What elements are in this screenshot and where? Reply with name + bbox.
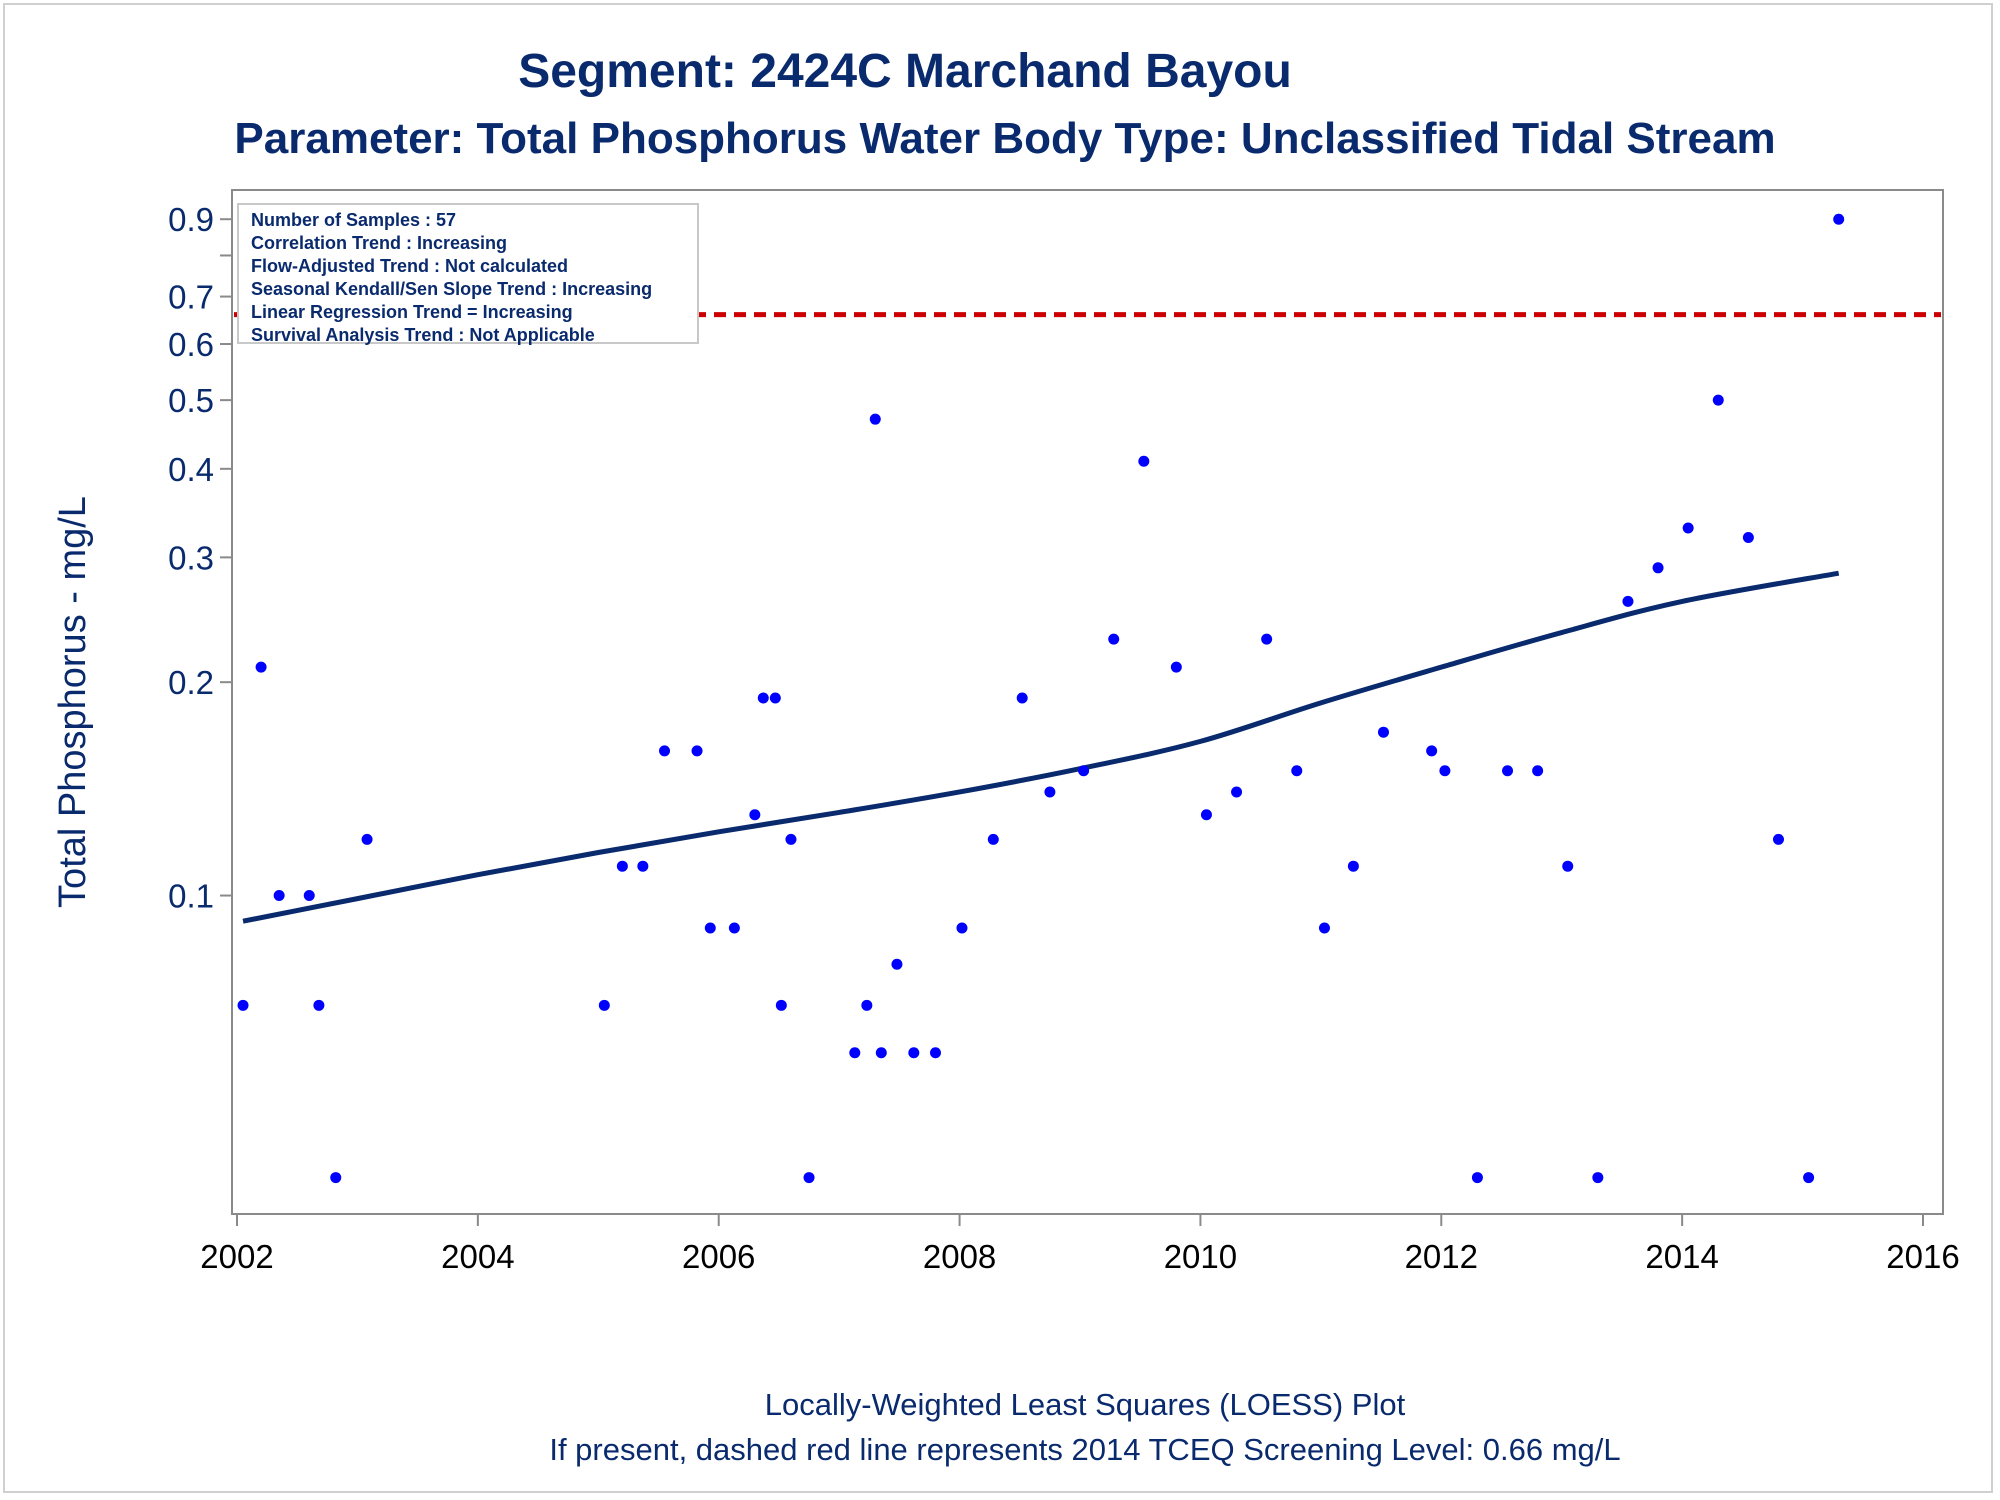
data-point	[330, 1172, 342, 1184]
data-point	[637, 860, 649, 872]
x-tick-label: 2002	[200, 1238, 273, 1275]
y-tick-label: 0.3	[168, 539, 214, 576]
data-points-layer	[237, 213, 1845, 1184]
data-point	[956, 922, 968, 934]
info-box-line: Correlation Trend : Increasing	[251, 233, 507, 253]
data-point	[1318, 922, 1330, 934]
plot-area	[231, 189, 1944, 1215]
data-point	[704, 922, 716, 934]
data-point	[728, 922, 740, 934]
data-point	[237, 999, 249, 1011]
data-point	[1426, 745, 1438, 757]
data-point	[1170, 661, 1182, 673]
data-point	[1377, 726, 1389, 738]
data-point	[1682, 522, 1694, 534]
y-axis-label: Total Phosphorus - mg/L	[52, 496, 94, 908]
data-point	[1347, 860, 1359, 872]
data-point	[1562, 860, 1574, 872]
y-tick-label: 0.1	[168, 878, 214, 915]
data-point	[1803, 1172, 1815, 1184]
data-point	[987, 833, 999, 845]
data-point	[1044, 786, 1056, 798]
data-point	[1200, 809, 1212, 821]
x-tick-label: 2004	[441, 1238, 514, 1275]
data-point	[1742, 532, 1754, 544]
chart-subtitle: Parameter: Total Phosphorus Water Body T…	[234, 114, 1775, 163]
data-point	[1833, 213, 1845, 225]
y-tick-label: 0.5	[168, 382, 214, 419]
data-point	[1138, 455, 1150, 467]
footnote-screening: If present, dashed red line represents 2…	[549, 1432, 1620, 1467]
chart-title: Segment: 2424C Marchand Bayou	[518, 45, 1292, 98]
y-tick-label: 0.4	[168, 451, 214, 488]
data-point	[749, 809, 761, 821]
info-box-line: Number of Samples : 57	[251, 210, 456, 230]
data-point	[1231, 786, 1243, 798]
data-point	[1108, 633, 1120, 645]
x-tick-label: 2014	[1645, 1238, 1718, 1275]
data-point	[361, 833, 373, 845]
y-tick-label: 0.2	[168, 664, 214, 701]
data-point	[1439, 765, 1451, 777]
data-point	[1502, 765, 1514, 777]
info-box-border	[237, 203, 699, 344]
data-point	[273, 890, 285, 902]
data-point	[659, 745, 671, 757]
info-box-line: Linear Regression Trend = Increasing	[251, 302, 573, 322]
data-point	[769, 692, 781, 704]
info-box: Number of Samples : 57 Correlation Trend …	[237, 203, 699, 345]
x-tick-label: 2010	[1164, 1238, 1237, 1275]
data-point	[803, 1172, 815, 1184]
y-tick-label: 0.6	[168, 326, 214, 363]
data-point	[1291, 765, 1303, 777]
y-tick-label: 0.9	[168, 201, 214, 238]
data-point	[929, 1047, 941, 1059]
data-point	[757, 692, 769, 704]
info-box-line: Survival Analysis Trend : Not Applicable	[251, 325, 595, 345]
data-point	[1652, 562, 1664, 574]
data-point	[303, 890, 315, 902]
data-point	[691, 745, 703, 757]
data-point	[849, 1047, 861, 1059]
data-point	[1772, 833, 1784, 845]
data-point	[869, 413, 881, 425]
info-box-line: Flow-Adjusted Trend : Not calculated	[251, 256, 568, 276]
y-tick-label: 0.7	[168, 279, 214, 316]
data-point	[875, 1047, 887, 1059]
data-point	[891, 958, 903, 970]
data-point	[861, 999, 873, 1011]
data-point	[1622, 595, 1634, 607]
data-point	[616, 860, 628, 872]
y-axis: 0.1 0.2 0.3 0.4 0.5 0.6 0.7 0.9	[168, 201, 232, 915]
data-point	[1261, 633, 1273, 645]
data-point	[255, 661, 267, 673]
x-tick-label: 2016	[1886, 1238, 1959, 1275]
data-point	[1016, 692, 1028, 704]
data-point	[313, 999, 325, 1011]
footnote-loess: Locally-Weighted Least Squares (LOESS) P…	[765, 1387, 1406, 1422]
data-point	[598, 999, 610, 1011]
x-axis: 2002 2004 2006 2008 2010 2012 2014 2016	[200, 1214, 1960, 1275]
info-box-line: Seasonal Kendall/Sen Slope Trend : Incre…	[251, 279, 652, 299]
data-point	[1471, 1172, 1483, 1184]
data-point	[785, 833, 797, 845]
data-point	[908, 1047, 920, 1059]
x-tick-label: 2012	[1405, 1238, 1478, 1275]
data-point	[1712, 394, 1724, 406]
chart-frame: Segment: 2424C Marchand Bayou Parameter:…	[3, 3, 1993, 1493]
x-tick-label: 2006	[682, 1238, 755, 1275]
x-tick-label: 2008	[923, 1238, 996, 1275]
loess-line	[242, 570, 1840, 924]
loess-layer	[242, 570, 1840, 924]
data-point	[1532, 765, 1544, 777]
data-point	[775, 999, 787, 1011]
info-box-lines: Number of Samples : 57 Correlation Trend …	[251, 210, 652, 345]
chart: Segment: 2424C Marchand Bayou Parameter:…	[52, 45, 1960, 1467]
data-point	[1078, 765, 1090, 777]
data-point	[1592, 1172, 1604, 1184]
